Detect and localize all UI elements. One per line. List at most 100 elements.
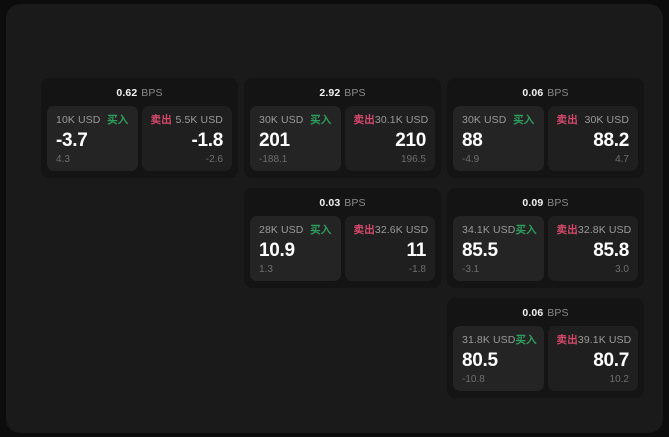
sell-side-tag: 卖出: [556, 114, 578, 126]
buy-price-value: 10.9: [259, 239, 295, 261]
card-header: 0.03 BPS: [250, 194, 435, 213]
quote-card[interactable]: 0.06 BPS 30K USD 买入 88 -4.9 卖出: [447, 78, 644, 178]
sell-size-label: 30.1K USD: [374, 113, 429, 126]
sell-size-label: 30K USD: [584, 113, 629, 126]
card-header: 0.06 BPS: [453, 304, 638, 323]
sell-side-tag: 卖出: [353, 114, 375, 126]
card-header: 2.92 BPS: [250, 84, 435, 103]
buy-panel-header: 30K USD 买入: [462, 113, 535, 127]
buy-panel[interactable]: 31.8K USD 买入 80.5 -10.8: [453, 326, 544, 391]
sell-sub-value: 196.5: [400, 154, 426, 165]
bps-unit-label: BPS: [547, 87, 569, 100]
buy-sub-value: -3.1: [462, 264, 480, 275]
sell-sub-value: -2.6: [205, 154, 223, 165]
card-header: 0.62 BPS: [47, 84, 232, 103]
buy-side-tag: 买入: [513, 114, 535, 126]
bps-unit-label: BPS: [547, 197, 569, 210]
sell-panel-header: 卖出 32.8K USD: [556, 223, 632, 237]
buy-size-label: 30K USD: [462, 113, 507, 126]
buy-panel-header: 31.8K USD 买入: [462, 333, 537, 347]
buy-panel-header: 34.1K USD 买入: [462, 223, 537, 237]
buy-sub-value: 4.3: [56, 154, 70, 165]
card-body: 10K USD 买入 -3.7 4.3 卖出 5.5K USD -1.8 -2.…: [47, 106, 232, 171]
sell-panel[interactable]: 卖出 32.8K USD 85.8 3.0: [547, 216, 638, 281]
sell-panel[interactable]: 卖出 5.5K USD -1.8 -2.6: [141, 106, 232, 171]
quote-card[interactable]: 0.62 BPS 10K USD 买入 -3.7 4.3 卖出: [41, 78, 238, 178]
sell-panel-header: 卖出 39.1K USD: [556, 333, 632, 347]
buy-panel[interactable]: 30K USD 买入 201 -188.1: [250, 106, 341, 171]
sell-panel[interactable]: 卖出 30K USD 88.2 4.7: [547, 106, 638, 171]
buy-price-value: 80.5: [462, 349, 498, 371]
card-body: 30K USD 买入 88 -4.9 卖出 30K USD 88.2 4.7: [453, 106, 638, 171]
sell-price-value: 88.2: [593, 129, 629, 151]
sell-side-tag: 卖出: [556, 334, 578, 346]
buy-panel[interactable]: 10K USD 买入 -3.7 4.3: [47, 106, 138, 171]
sell-size-label: 5.5K USD: [175, 113, 223, 126]
quote-card[interactable]: 2.92 BPS 30K USD 买入 201 -188.1 卖出: [244, 78, 441, 178]
sell-panel-header: 卖出 5.5K USD: [150, 113, 224, 127]
bps-unit-label: BPS: [344, 197, 366, 210]
sell-panel[interactable]: 卖出 30.1K USD 210 196.5: [344, 106, 435, 171]
buy-sub-value: 1.3: [259, 264, 273, 275]
buy-sub-value: -10.8: [462, 374, 485, 385]
bps-unit-label: BPS: [344, 87, 366, 100]
sell-sub-value: 4.7: [615, 154, 629, 165]
sell-panel[interactable]: 卖出 32.6K USD 11 -1.8: [344, 216, 435, 281]
buy-panel-header: 30K USD 买入: [259, 113, 332, 127]
buy-sub-value: -188.1: [259, 154, 288, 165]
quote-column-right: 0.06 BPS 30K USD 买入 88 -4.9 卖出: [444, 78, 647, 408]
sell-panel-header: 卖出 32.6K USD: [353, 223, 429, 237]
sell-price-value: -1.8: [191, 129, 223, 151]
card-body: 28K USD 买入 10.9 1.3 卖出 32.6K USD 11 -1.8: [250, 216, 435, 281]
buy-panel[interactable]: 30K USD 买入 88 -4.9: [453, 106, 544, 171]
quote-card[interactable]: 0.06 BPS 31.8K USD 买入 80.5 -10.8 卖: [447, 298, 644, 398]
buy-side-tag: 买入: [107, 114, 129, 126]
bps-unit-label: BPS: [547, 307, 569, 320]
sell-side-tag: 卖出: [150, 114, 172, 126]
app-surface: 0.62 BPS 10K USD 买入 -3.7 4.3 卖出: [6, 4, 663, 433]
quote-card[interactable]: 0.09 BPS 34.1K USD 买入 85.5 -3.1 卖出: [447, 188, 644, 288]
bps-value: 0.62: [116, 87, 138, 100]
quote-card[interactable]: 0.03 BPS 28K USD 买入 10.9 1.3 卖出: [244, 188, 441, 288]
card-header: 0.06 BPS: [453, 84, 638, 103]
buy-size-label: 10K USD: [56, 113, 101, 126]
bps-value: 0.09: [522, 197, 544, 210]
bps-unit-label: BPS: [141, 87, 163, 100]
sell-size-label: 32.8K USD: [577, 223, 632, 236]
sell-panel-header: 卖出 30K USD: [556, 113, 630, 127]
sell-sub-value: -1.8: [408, 264, 426, 275]
buy-sub-value: -4.9: [462, 154, 480, 165]
buy-size-label: 31.8K USD: [462, 333, 516, 346]
buy-price-value: 201: [259, 129, 290, 151]
buy-price-value: -3.7: [56, 129, 88, 151]
card-body: 31.8K USD 买入 80.5 -10.8 卖出 39.1K USD 80.…: [453, 326, 638, 391]
buy-panel[interactable]: 28K USD 买入 10.9 1.3: [250, 216, 341, 281]
card-body: 30K USD 买入 201 -188.1 卖出 30.1K USD 210 1…: [250, 106, 435, 171]
buy-price-value: 85.5: [462, 239, 498, 261]
sell-side-tag: 卖出: [353, 224, 375, 236]
buy-panel[interactable]: 34.1K USD 买入 85.5 -3.1: [453, 216, 544, 281]
bps-value: 0.06: [522, 307, 544, 320]
sell-panel-header: 卖出 30.1K USD: [353, 113, 429, 127]
sell-size-label: 32.6K USD: [374, 223, 429, 236]
buy-size-label: 34.1K USD: [462, 223, 516, 236]
sell-price-value: 80.7: [593, 349, 629, 371]
buy-size-label: 30K USD: [259, 113, 304, 126]
buy-side-tag: 买入: [310, 114, 332, 126]
card-body: 34.1K USD 买入 85.5 -3.1 卖出 32.8K USD 85.8…: [453, 216, 638, 281]
quote-board: 0.62 BPS 10K USD 买入 -3.7 4.3 卖出: [38, 78, 644, 408]
bps-value: 0.03: [319, 197, 341, 210]
quote-column-middle: 2.92 BPS 30K USD 买入 201 -188.1 卖出: [241, 78, 444, 408]
sell-side-tag: 卖出: [556, 224, 578, 236]
buy-panel-header: 10K USD 买入: [56, 113, 129, 127]
sell-price-value: 85.8: [593, 239, 629, 261]
buy-size-label: 28K USD: [259, 223, 304, 236]
sell-panel[interactable]: 卖出 39.1K USD 80.7 10.2: [547, 326, 638, 391]
sell-sub-value: 10.2: [609, 374, 629, 385]
buy-panel-header: 28K USD 买入: [259, 223, 332, 237]
buy-side-tag: 买入: [515, 334, 537, 346]
buy-side-tag: 买入: [515, 224, 537, 236]
buy-price-value: 88: [462, 129, 483, 151]
card-header: 0.09 BPS: [453, 194, 638, 213]
buy-side-tag: 买入: [310, 224, 332, 236]
